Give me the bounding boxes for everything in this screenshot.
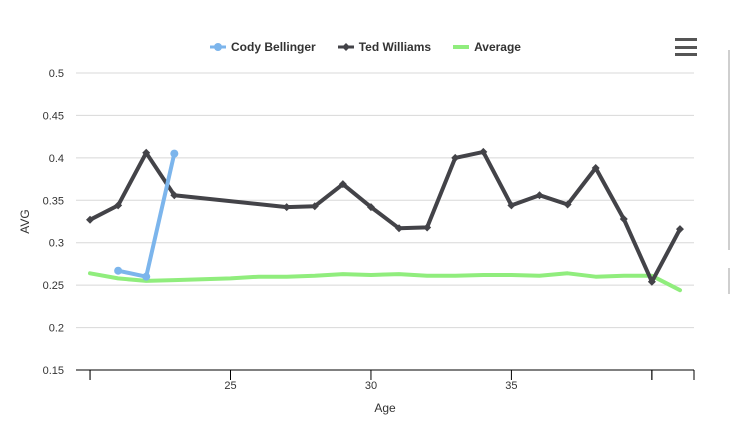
y-tick-label: 0.5 — [49, 68, 64, 80]
data-point-ted-williams[interactable] — [675, 225, 684, 234]
menu-bar — [675, 45, 697, 49]
data-point-ted-williams[interactable] — [395, 224, 404, 233]
series-line-ted-williams[interactable] — [88, 149, 682, 284]
legend-symbol-ted-williams — [337, 43, 354, 51]
x-axis-title: Age — [374, 401, 396, 415]
legend-label-ted-williams: Ted Williams — [358, 40, 432, 54]
legend-item-average[interactable]: Average — [453, 40, 521, 54]
legend-symbol-cody-bellinger — [210, 43, 227, 51]
menu-bar — [675, 53, 697, 56]
legend-item-ted-williams[interactable]: Ted Williams — [337, 40, 432, 54]
right-edge-divider — [728, 268, 730, 294]
data-point-ted-williams[interactable] — [591, 164, 600, 173]
x-tick-label: 25 — [224, 380, 236, 392]
data-point-ted-williams[interactable] — [86, 215, 95, 224]
x-tick-label: 35 — [505, 380, 517, 392]
data-point-cody-bellinger[interactable] — [114, 266, 123, 275]
right-edge-divider — [728, 50, 730, 250]
data-point-ted-williams[interactable] — [479, 147, 488, 156]
legend: Cody Bellinger Ted Williams Average — [0, 37, 731, 57]
data-point-ted-williams[interactable] — [535, 191, 544, 200]
legend-label-average: Average — [474, 40, 521, 54]
data-point-ted-williams[interactable] — [142, 148, 151, 157]
x-tick-label: 30 — [365, 380, 377, 392]
y-tick-label: 0.3 — [49, 238, 64, 250]
menu-bar — [675, 38, 697, 41]
legend-label-cody-bellinger: Cody Bellinger — [231, 40, 316, 54]
y-tick-label: 0.4 — [49, 153, 64, 165]
data-point-cody-bellinger[interactable] — [170, 149, 179, 158]
data-point-ted-williams[interactable] — [310, 202, 319, 211]
y-tick-label: 0.15 — [43, 365, 64, 377]
legend-item-cody-bellinger[interactable]: Cody Bellinger — [210, 40, 316, 54]
data-point-ted-williams[interactable] — [451, 153, 460, 162]
data-point-ted-williams[interactable] — [338, 180, 347, 189]
data-point-ted-williams[interactable] — [507, 201, 516, 210]
series-line-cody-bellinger[interactable] — [116, 151, 177, 279]
hamburger-menu-icon[interactable] — [673, 36, 699, 58]
data-point-ted-williams[interactable] — [647, 277, 656, 286]
y-tick-label: 0.25 — [43, 280, 64, 292]
legend-symbol-average — [453, 45, 470, 49]
y-tick-label: 0.45 — [43, 110, 64, 122]
data-point-ted-williams[interactable] — [114, 201, 123, 210]
data-point-ted-williams[interactable] — [282, 203, 291, 212]
data-point-ted-williams[interactable] — [423, 223, 432, 232]
data-point-ted-williams[interactable] — [619, 214, 628, 223]
data-point-cody-bellinger[interactable] — [142, 272, 151, 281]
y-tick-label: 0.2 — [49, 323, 64, 335]
y-axis-title: AVG — [18, 209, 32, 233]
data-point-ted-williams[interactable] — [170, 191, 179, 200]
series-line-average[interactable] — [88, 271, 682, 293]
data-point-ted-williams[interactable] — [366, 203, 375, 212]
y-tick-label: 0.35 — [43, 195, 64, 207]
data-point-ted-williams[interactable] — [563, 200, 572, 209]
